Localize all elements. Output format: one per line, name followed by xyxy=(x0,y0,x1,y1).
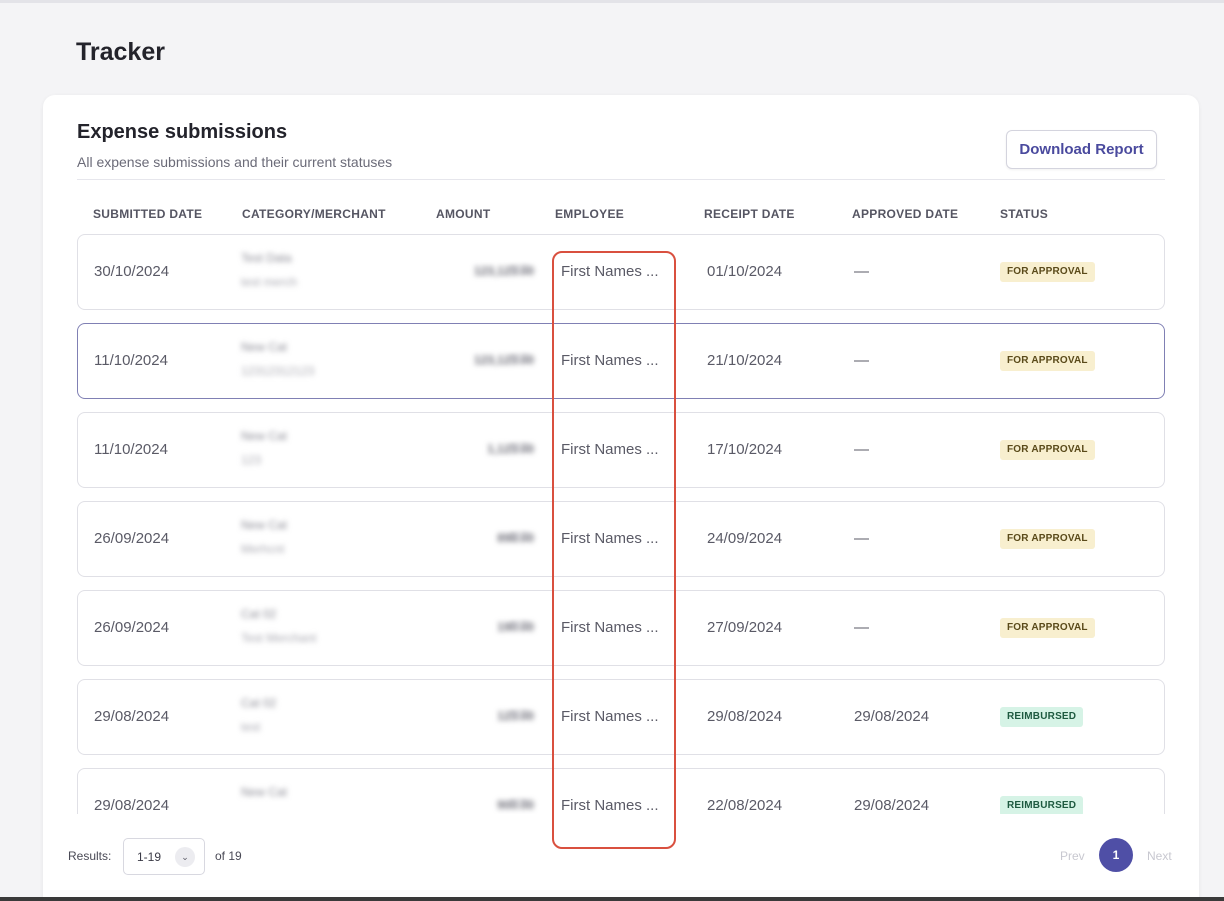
cell-amount: 1,123.00 xyxy=(487,442,534,456)
cell-merchant: Test Merchant xyxy=(241,631,317,645)
cell-category: Test Data xyxy=(241,251,292,265)
cell-receipt-date: 01/10/2024 xyxy=(707,263,783,280)
cell-currency: AED xyxy=(509,353,530,364)
cell-currency: AED xyxy=(509,442,530,453)
cell-receipt-date: 29/08/2024 xyxy=(707,708,783,725)
table-row[interactable]: 26/09/2024 Cat 02 Test Merchant 190.00 AED Fi… xyxy=(77,590,1165,666)
status-badge: FOR APPROVAL xyxy=(1000,351,1095,371)
cell-amount: 123.00 xyxy=(497,709,534,723)
table-row[interactable]: 11/10/2024 New Cat 123 1,123.00 AED First Nam… xyxy=(77,412,1165,488)
expense-rows: 30/10/2024 Test Data test merch 123,123.00 A… xyxy=(77,234,1167,814)
cell-employee: First Names ... xyxy=(561,619,659,636)
cell-amount: 123,123.00 xyxy=(473,353,534,367)
cell-approved-date: — xyxy=(854,352,869,369)
results-label: Results: xyxy=(68,849,112,863)
prev-page-button[interactable]: Prev xyxy=(1060,849,1085,863)
cell-approved-date: 29/08/2024 xyxy=(854,797,930,814)
page-1-button[interactable]: 1 xyxy=(1099,838,1133,872)
table-row[interactable]: 11/10/2024 New Cat 12312312123 123,123.00 AE… xyxy=(77,323,1165,399)
cell-amount: 898.00 xyxy=(497,531,534,545)
cell-receipt-date: 21/10/2024 xyxy=(707,352,783,369)
cell-approved-date: — xyxy=(854,441,869,458)
card-subtitle: All expense submissions and their curren… xyxy=(77,154,393,170)
cell-approved-date: 29/08/2024 xyxy=(854,708,930,725)
table-row[interactable]: 29/08/2024 Cat 02 test 123.00 AED First Names… xyxy=(77,679,1165,755)
cell-currency: AED xyxy=(509,709,530,720)
cell-submitted-date: 11/10/2024 xyxy=(94,352,168,369)
download-report-button[interactable]: Download Report xyxy=(1006,130,1157,169)
card-title: Expense submissions xyxy=(77,121,288,143)
cell-category: New Cat xyxy=(241,518,288,532)
cell-approved-date: — xyxy=(854,530,869,547)
cell-receipt-date: 22/08/2024 xyxy=(707,797,783,814)
cell-employee: First Names ... xyxy=(561,352,659,369)
cell-amount: 123,123.00 xyxy=(473,264,534,278)
header-receipt-date[interactable]: RECEIPT DATE xyxy=(704,207,795,221)
cell-merchant: 123 xyxy=(241,453,262,467)
chevron-down-icon[interactable]: ⌄ xyxy=(175,847,195,867)
cell-amount: 190.00 xyxy=(497,620,534,634)
bottom-border xyxy=(0,897,1224,901)
cell-merchant: test merch xyxy=(241,275,298,289)
cell-submitted-date: 29/08/2024 xyxy=(94,708,170,725)
table-row[interactable]: 29/08/2024 New Cat 900.00 AFN First Names ..… xyxy=(77,768,1165,814)
cell-currency: AED xyxy=(509,620,530,631)
cell-submitted-date: 11/10/2024 xyxy=(94,441,168,458)
cell-submitted-date: 29/08/2024 xyxy=(94,797,170,814)
results-total: of 19 xyxy=(215,849,242,863)
cell-merchant: 12312312123 xyxy=(241,364,315,378)
pagination-bar: Results: 1-19 ⌄ of 19 Prev 1 Next xyxy=(0,836,1224,876)
cell-approved-date: — xyxy=(854,619,869,636)
cell-receipt-date: 24/09/2024 xyxy=(707,530,783,547)
cell-employee: First Names ... xyxy=(561,797,659,814)
results-range-select[interactable]: 1-19 ⌄ xyxy=(123,838,205,875)
status-badge: REIMBURSED xyxy=(1000,707,1084,727)
cell-category: New Cat xyxy=(241,785,288,799)
header-employee[interactable]: EMPLOYEE xyxy=(555,207,625,221)
status-badge: FOR APPROVAL xyxy=(1000,440,1095,460)
cell-receipt-date: 27/09/2024 xyxy=(707,619,783,636)
cell-currency: AED xyxy=(509,531,530,542)
header-submitted-date[interactable]: SUBMITTED DATE xyxy=(93,207,203,221)
status-badge: FOR APPROVAL xyxy=(1000,618,1095,638)
table-row[interactable]: 30/10/2024 Test Data test merch 123,123.00 A… xyxy=(77,234,1165,310)
table-row[interactable]: 26/09/2024 New Cat Merhcnt 898.00 AED First N… xyxy=(77,501,1165,577)
cell-submitted-date: 26/09/2024 xyxy=(94,619,170,636)
cell-submitted-date: 30/10/2024 xyxy=(94,263,170,280)
header-amount[interactable]: AMOUNT xyxy=(436,207,491,221)
header-approved-date[interactable]: APPROVED DATE xyxy=(852,207,959,221)
cell-employee: First Names ... xyxy=(561,441,659,458)
cell-merchant: Merhcnt xyxy=(241,542,285,556)
page-title: Tracker xyxy=(76,38,165,66)
cell-currency: AED xyxy=(509,264,530,275)
status-badge: REIMBURSED xyxy=(1000,796,1084,814)
next-page-button[interactable]: Next xyxy=(1147,849,1172,863)
status-badge: FOR APPROVAL xyxy=(1000,529,1095,549)
status-badge: FOR APPROVAL xyxy=(1000,262,1095,282)
cell-category: Cat 02 xyxy=(241,607,277,621)
cell-approved-date: — xyxy=(854,263,869,280)
cell-currency: AFN xyxy=(509,798,529,809)
results-range-value: 1-19 xyxy=(137,850,162,864)
header-divider xyxy=(77,179,1165,180)
cell-category: Cat 02 xyxy=(241,696,277,710)
header-category-merchant[interactable]: CATEGORY/MERCHANT xyxy=(242,207,386,221)
cell-merchant: test xyxy=(241,720,261,734)
cell-employee: First Names ... xyxy=(561,263,659,280)
cell-receipt-date: 17/10/2024 xyxy=(707,441,783,458)
cell-employee: First Names ... xyxy=(561,530,659,547)
top-border xyxy=(0,0,1224,3)
cell-amount: 900.00 xyxy=(497,798,534,812)
cell-employee: First Names ... xyxy=(561,708,659,725)
cell-category: New Cat xyxy=(241,429,288,443)
cell-category: New Cat xyxy=(241,340,288,354)
header-status[interactable]: STATUS xyxy=(1000,207,1049,221)
expense-submissions-card: Expense submissions All expense submissi… xyxy=(43,95,1199,901)
cell-submitted-date: 26/09/2024 xyxy=(94,530,170,547)
